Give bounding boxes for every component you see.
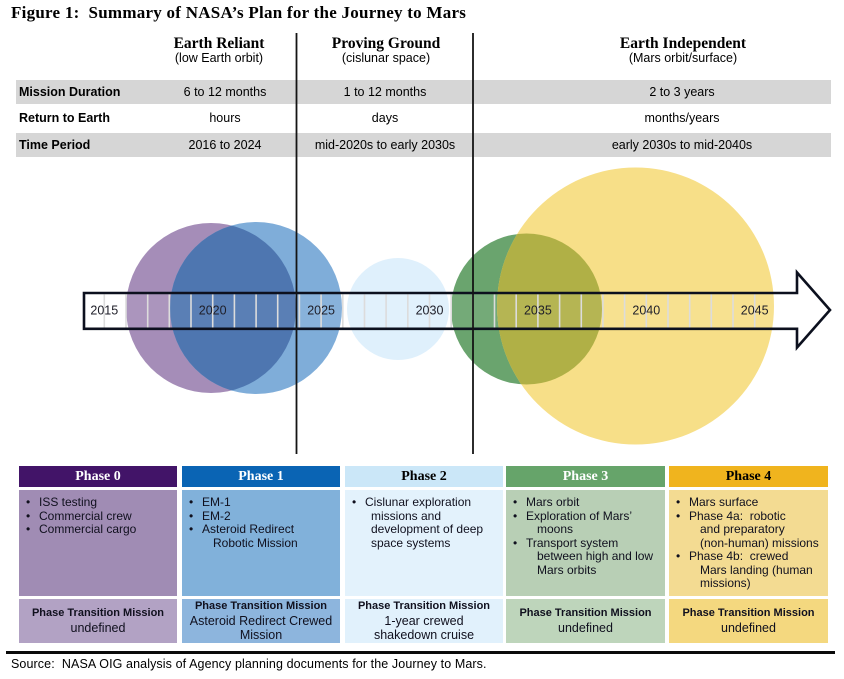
svg-text:2025: 2025 (307, 304, 335, 318)
svg-text:2020: 2020 (199, 304, 227, 318)
svg-text:2035: 2035 (524, 304, 552, 318)
svg-text:2015: 2015 (90, 304, 118, 318)
svg-text:2030: 2030 (416, 304, 444, 318)
svg-text:2040: 2040 (632, 304, 660, 318)
svg-text:2045: 2045 (741, 304, 769, 318)
